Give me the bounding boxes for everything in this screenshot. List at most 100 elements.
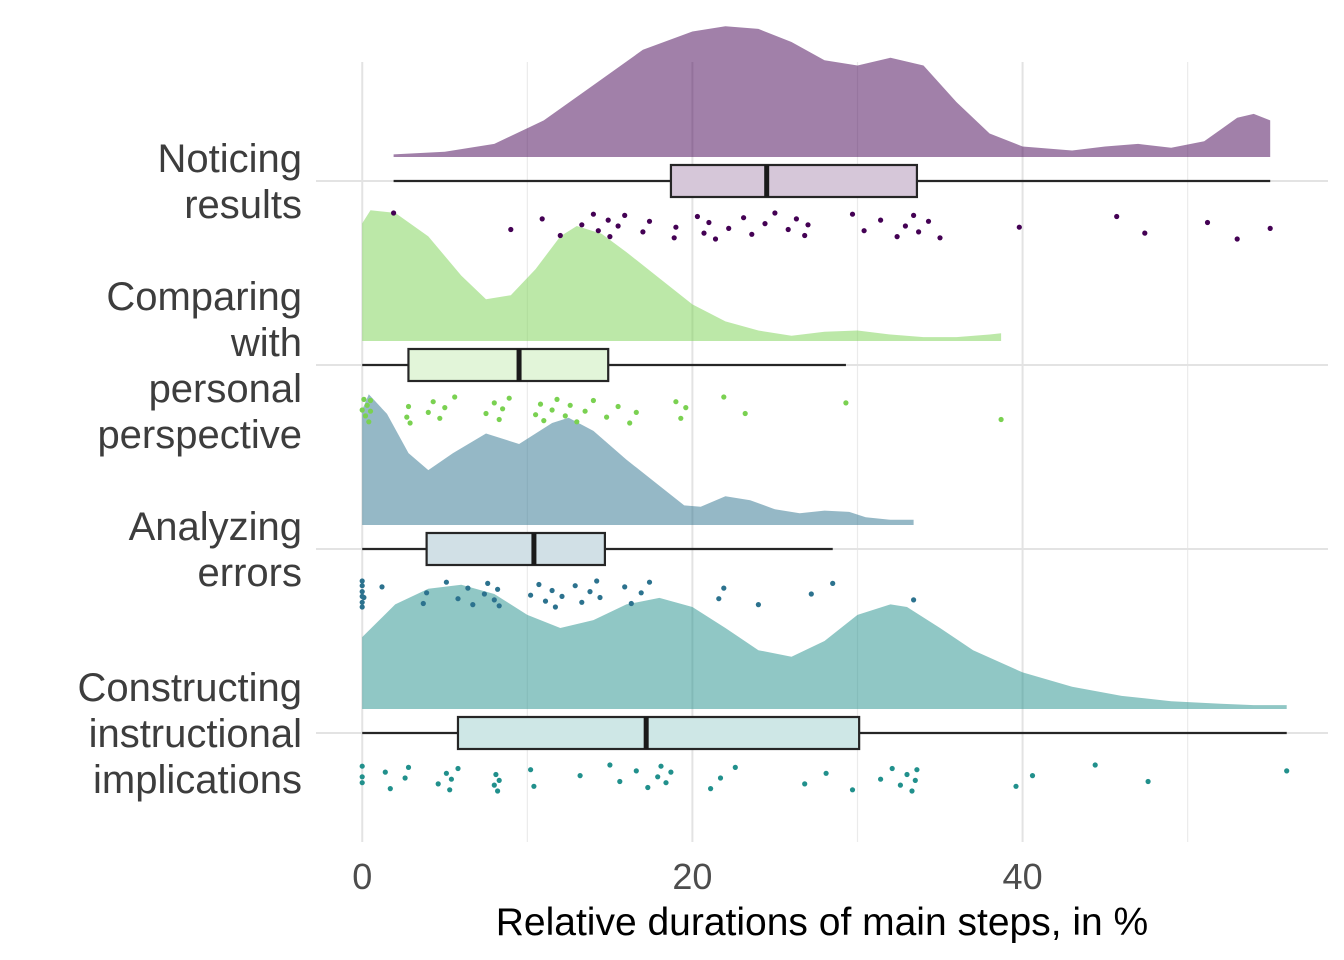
- data-point: [912, 777, 918, 784]
- data-point: [577, 773, 583, 779]
- y-label-1-line-3: perspective: [97, 413, 302, 457]
- data-point: [937, 235, 943, 241]
- data-point: [359, 763, 365, 769]
- data-point: [359, 599, 365, 605]
- data-point: [668, 769, 674, 775]
- data-point: [708, 786, 714, 792]
- data-point: [491, 782, 497, 788]
- data-point: [805, 222, 811, 228]
- data-point: [364, 402, 370, 408]
- data-point: [772, 210, 778, 216]
- data-point: [1013, 783, 1019, 789]
- data-point: [528, 767, 534, 773]
- data-point: [646, 218, 653, 224]
- data-point: [572, 583, 578, 589]
- data-point: [455, 765, 461, 772]
- data-point: [579, 599, 585, 605]
- data-point: [849, 787, 856, 793]
- density-cloud-3: [362, 584, 1287, 709]
- data-point: [359, 774, 365, 780]
- data-point: [998, 416, 1004, 423]
- data-point: [706, 219, 712, 226]
- data-point: [755, 602, 762, 608]
- data-point: [878, 217, 884, 223]
- data-point: [1234, 236, 1240, 242]
- data-point: [359, 578, 365, 584]
- data-point: [732, 764, 738, 771]
- data-point: [646, 579, 653, 585]
- data-point: [528, 592, 534, 598]
- data-point: [911, 212, 917, 218]
- data-point: [843, 400, 849, 406]
- data-point: [597, 594, 603, 601]
- data-point: [830, 580, 836, 587]
- data-point: [916, 229, 922, 235]
- data-point: [495, 586, 501, 592]
- data-point: [359, 407, 365, 413]
- x-axis-title: Relative durations of main steps, in %: [496, 901, 1149, 944]
- data-point: [442, 405, 448, 411]
- data-point: [367, 397, 374, 404]
- data-point: [742, 410, 748, 417]
- data-point: [443, 579, 449, 585]
- data-point: [549, 587, 555, 594]
- data-point: [622, 584, 628, 590]
- data-point: [894, 234, 900, 240]
- data-point: [539, 216, 545, 222]
- data-point: [361, 396, 367, 402]
- data-point: [359, 583, 365, 589]
- data-point: [470, 602, 476, 608]
- data-point: [909, 788, 915, 794]
- data-point: [1204, 219, 1211, 226]
- data-point: [379, 584, 385, 590]
- data-point: [861, 228, 867, 234]
- data-point: [678, 415, 684, 421]
- y-label-2-line-0: Analyzing: [129, 505, 302, 549]
- data-point: [802, 781, 808, 787]
- data-point: [496, 603, 502, 609]
- data-point: [638, 590, 644, 596]
- data-point: [500, 406, 506, 412]
- y-label-1-line-1: with: [230, 321, 302, 365]
- data-point: [437, 415, 443, 421]
- data-point: [617, 778, 623, 785]
- data-point: [435, 781, 441, 787]
- data-point: [531, 783, 537, 789]
- density-cloud-1: [362, 210, 1002, 341]
- y-label-3-line-0: Constructing: [77, 666, 302, 710]
- data-point: [716, 596, 722, 602]
- data-point: [443, 770, 449, 776]
- data-point: [1284, 768, 1290, 774]
- data-point: [655, 774, 661, 780]
- data-point: [604, 414, 610, 420]
- data-point: [448, 776, 454, 782]
- data-point: [391, 210, 397, 216]
- data-point: [574, 419, 580, 425]
- data-point: [762, 221, 768, 227]
- data-point: [465, 585, 471, 591]
- data-point: [455, 596, 461, 602]
- data-point: [607, 762, 613, 768]
- data-point: [673, 224, 679, 230]
- x-tick-20: 20: [672, 856, 712, 897]
- data-point: [382, 769, 388, 775]
- data-point: [694, 213, 701, 220]
- box-3: [456, 715, 861, 751]
- data-point: [559, 593, 565, 600]
- data-point: [557, 232, 563, 239]
- data-point: [793, 216, 800, 222]
- data-point: [590, 211, 597, 217]
- data-point: [483, 410, 489, 417]
- density-cloud-0: [393, 26, 1271, 157]
- data-point: [405, 403, 412, 410]
- data-point: [785, 226, 791, 233]
- data-point: [402, 775, 408, 781]
- data-point: [897, 782, 904, 788]
- data-point: [359, 589, 365, 595]
- data-point: [673, 399, 679, 405]
- data-point: [361, 594, 367, 601]
- data-point: [595, 228, 601, 234]
- data-point: [493, 771, 499, 778]
- data-point: [594, 578, 600, 584]
